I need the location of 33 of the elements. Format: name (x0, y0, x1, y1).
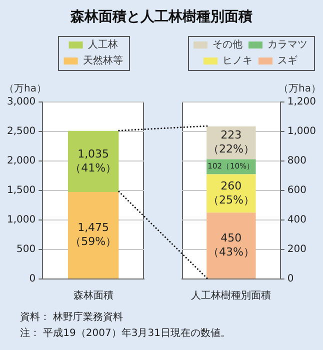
y-tick-label: 0 (29, 274, 36, 285)
data-label: 1,475 （59%） (70, 221, 117, 248)
y2-tick-label: 600 (287, 185, 306, 196)
y-tick-label: 500 (16, 244, 36, 256)
y2-tick-label: 1,200 (287, 96, 316, 108)
data-label: 450 （43%） (208, 231, 254, 258)
legend-label: その他 (212, 38, 242, 51)
x-tick-label: 森林面積 (73, 290, 114, 302)
y-axis-title: （万ha） (4, 84, 46, 95)
legend-label: ヒノキ (222, 56, 252, 67)
chart-title: 森林面積と人工林樹種別面積 (70, 8, 254, 26)
y2-axis-title: （万ha） (278, 84, 321, 95)
y-tick-label: 2,000 (6, 156, 36, 167)
data-label: 1,035 （41%） (70, 147, 117, 174)
data-label: 223 （22%） (208, 128, 254, 156)
y-tick-label: 1,000 (6, 214, 36, 226)
text: 資料： 林野庁業務資料 (20, 310, 124, 324)
x-tick-label: 人工林樹種別面積 (191, 290, 272, 302)
y2-tick-label: 0 (287, 274, 294, 285)
legend-label: 人工林 (88, 38, 118, 51)
y2-tick-label: 1,000 (287, 126, 316, 138)
data-label: 260 （25%） (208, 179, 254, 206)
legend-label: 天然林等 (82, 54, 123, 67)
text: 注： 平成19（2007）年3月31日現在の数値。 (20, 326, 230, 340)
legend-label: カラマツ (268, 40, 308, 51)
y2-tick-label: 800 (287, 156, 306, 167)
y2-tick-label: 200 (287, 244, 306, 256)
y-tick-label: 1,500 (6, 185, 36, 196)
bar (206, 212, 256, 278)
y-tick-label: 3,000 (6, 96, 36, 108)
y2-tick-label: 400 (287, 214, 306, 226)
legend-label: スギ (278, 54, 298, 67)
y-tick-label: 2,500 (6, 126, 36, 138)
